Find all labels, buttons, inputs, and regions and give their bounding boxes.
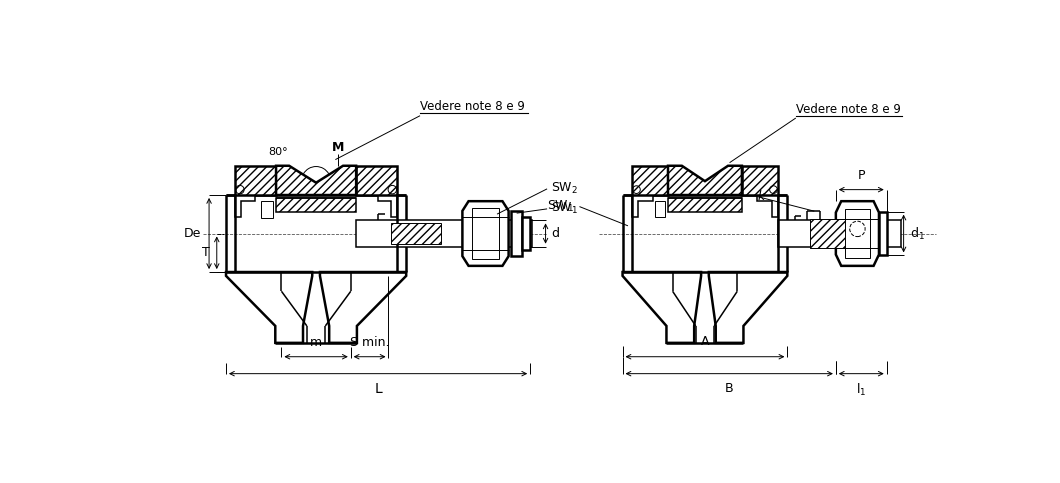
Bar <box>356 220 532 247</box>
Bar <box>668 198 742 212</box>
Text: d: d <box>551 227 560 240</box>
Text: l$_1$: l$_1$ <box>856 382 866 398</box>
Polygon shape <box>276 166 356 195</box>
Bar <box>276 198 356 212</box>
Text: Vedere note 8 e 9: Vedere note 8 e 9 <box>796 103 901 116</box>
Polygon shape <box>742 166 778 195</box>
Polygon shape <box>226 272 313 343</box>
Text: De: De <box>184 227 201 240</box>
Bar <box>879 212 886 256</box>
Polygon shape <box>632 166 668 195</box>
Bar <box>778 220 901 247</box>
Text: k: k <box>757 190 764 203</box>
Text: Vedere note 8 e 9: Vedere note 8 e 9 <box>420 100 525 114</box>
Polygon shape <box>235 166 276 195</box>
Polygon shape <box>235 195 254 216</box>
Text: SW$_1$: SW$_1$ <box>547 199 575 214</box>
Bar <box>655 201 665 216</box>
Polygon shape <box>632 195 653 216</box>
Bar <box>262 201 273 218</box>
Bar <box>523 216 530 251</box>
Polygon shape <box>836 201 879 266</box>
Text: T: T <box>202 246 210 259</box>
Polygon shape <box>356 166 396 195</box>
Polygon shape <box>462 201 509 266</box>
Bar <box>811 219 853 248</box>
Bar <box>511 211 523 256</box>
Text: P: P <box>858 169 865 182</box>
Text: d$_1$: d$_1$ <box>909 226 924 242</box>
Polygon shape <box>709 272 788 343</box>
Text: SW$_2$: SW$_2$ <box>551 181 578 197</box>
Polygon shape <box>757 195 778 216</box>
Bar <box>391 223 441 244</box>
Text: M: M <box>332 141 343 154</box>
Text: SW$_1$: SW$_1$ <box>551 201 578 216</box>
Polygon shape <box>622 272 701 343</box>
Polygon shape <box>377 195 396 216</box>
Text: m: m <box>310 336 322 349</box>
Bar <box>472 208 499 259</box>
Text: B: B <box>725 382 734 395</box>
Text: S min.: S min. <box>350 336 389 349</box>
Polygon shape <box>320 272 406 343</box>
Bar <box>845 209 869 258</box>
Text: L: L <box>374 382 382 396</box>
Text: A: A <box>701 335 709 348</box>
Text: 80°: 80° <box>268 146 287 156</box>
Polygon shape <box>668 166 742 195</box>
